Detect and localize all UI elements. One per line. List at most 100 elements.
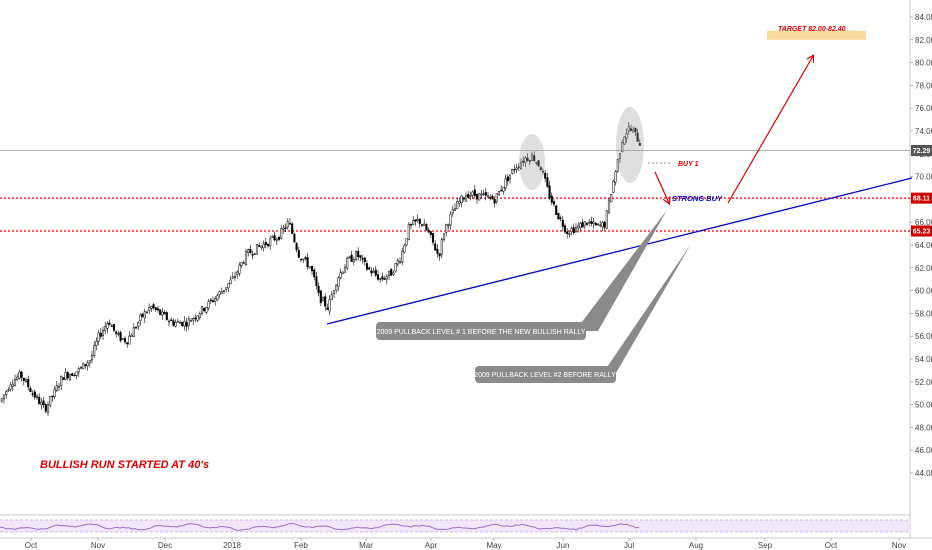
candle-body bbox=[616, 158, 619, 172]
y-tick-label: 84.00 bbox=[915, 13, 932, 22]
candle-body bbox=[324, 296, 327, 307]
candle-body bbox=[346, 257, 349, 269]
candle-body bbox=[475, 193, 479, 200]
candle-body bbox=[240, 262, 243, 266]
candle-body bbox=[132, 327, 135, 337]
candle-body bbox=[447, 224, 450, 227]
candle-body bbox=[357, 251, 360, 257]
candle-body bbox=[130, 334, 133, 337]
candle-body bbox=[20, 371, 23, 378]
candle-body bbox=[117, 333, 120, 335]
candle-body bbox=[264, 241, 267, 246]
candle-body bbox=[515, 167, 518, 170]
candle-body bbox=[398, 261, 402, 263]
candle-body bbox=[506, 176, 509, 182]
y-tick-label: 56.00 bbox=[915, 332, 932, 341]
candle-body bbox=[251, 254, 254, 256]
candle-body bbox=[412, 220, 415, 225]
candle-body bbox=[49, 396, 52, 406]
candle-body bbox=[500, 189, 503, 192]
candle-body bbox=[451, 209, 454, 214]
y-tick-label: 44.00 bbox=[915, 469, 932, 478]
candle-body bbox=[486, 195, 490, 198]
price-badges: 72.29 68.11 65.23 bbox=[911, 144, 932, 237]
candle-body bbox=[275, 238, 278, 241]
candle-body bbox=[394, 262, 397, 272]
candle-body bbox=[610, 193, 613, 203]
candle-body bbox=[150, 306, 153, 309]
candle-body bbox=[442, 233, 446, 240]
candle-body bbox=[460, 195, 463, 204]
candle-body bbox=[75, 371, 78, 376]
y-tick-label: 66.00 bbox=[915, 218, 932, 227]
candle-body bbox=[13, 379, 17, 386]
candle-body bbox=[335, 284, 338, 291]
candle-body bbox=[583, 221, 586, 227]
candle-body bbox=[374, 269, 377, 276]
candle-body bbox=[220, 291, 223, 294]
x-tick-label: Sep bbox=[758, 541, 773, 550]
candle-body bbox=[332, 290, 336, 295]
candle-body bbox=[143, 311, 146, 319]
candle-body bbox=[108, 322, 111, 325]
y-tick-label: 60.00 bbox=[915, 287, 932, 296]
candle-body bbox=[84, 364, 87, 366]
candle-body bbox=[308, 266, 311, 269]
candle-body bbox=[238, 264, 241, 274]
candle-body bbox=[339, 272, 342, 279]
x-tick-label: Dec bbox=[158, 541, 172, 550]
candle-body bbox=[638, 143, 641, 146]
candle-body bbox=[134, 327, 138, 329]
candle-body bbox=[60, 376, 63, 386]
y-tick-label: 70.00 bbox=[915, 173, 932, 182]
x-axis-ticks: Oct Nov Dec 2018 Feb Mar Apr May Jun Jul Aug Sep Oct… bbox=[25, 538, 906, 550]
candle-body bbox=[299, 258, 303, 261]
candle-body bbox=[385, 276, 388, 280]
x-tick-label: Oct bbox=[825, 541, 838, 550]
y-tick-label: 62.00 bbox=[915, 264, 932, 273]
candle-body bbox=[467, 194, 470, 198]
strong-buy-label: STRONG BUY bbox=[672, 194, 723, 203]
candle-body bbox=[66, 372, 69, 379]
candle-body bbox=[574, 227, 578, 232]
callout-pullback-1-text: 2009 PULLBACK LEVEL # 1 BEFORE THE NEW B… bbox=[377, 329, 586, 336]
candle-body bbox=[533, 155, 536, 161]
y-tick-label: 82.00 bbox=[915, 36, 932, 45]
candle-body bbox=[244, 251, 248, 265]
candle-body bbox=[95, 341, 98, 346]
candle-body bbox=[414, 219, 417, 222]
candle-body bbox=[73, 374, 76, 377]
candle-body bbox=[55, 385, 58, 391]
candle-body bbox=[71, 373, 74, 376]
candle-body bbox=[497, 191, 501, 196]
x-tick-label: May bbox=[486, 541, 501, 550]
candle-body bbox=[330, 294, 333, 300]
candle-body bbox=[381, 276, 384, 280]
candle-body bbox=[504, 178, 507, 189]
candle-body bbox=[458, 201, 461, 204]
x-tick-label: Feb bbox=[294, 541, 308, 550]
uptrend-line bbox=[326, 177, 913, 325]
candle-body bbox=[170, 319, 173, 321]
y-tick-label: 52.00 bbox=[915, 378, 932, 387]
candle-body bbox=[390, 268, 393, 276]
candle-body bbox=[464, 195, 468, 202]
candle-body bbox=[627, 126, 630, 132]
candle-body bbox=[38, 396, 41, 405]
candle-body bbox=[530, 154, 534, 161]
candle-body bbox=[167, 320, 171, 323]
candle-body bbox=[592, 221, 595, 224]
candle-body bbox=[425, 224, 428, 231]
candle-body bbox=[31, 393, 34, 395]
candle-body bbox=[159, 309, 162, 315]
candle-body bbox=[227, 283, 230, 289]
candle-body bbox=[110, 325, 113, 327]
candle-body bbox=[214, 298, 217, 302]
candle-body bbox=[623, 136, 626, 145]
candle-body bbox=[326, 307, 329, 310]
candle-body bbox=[57, 385, 61, 388]
y-tick-label: 50.00 bbox=[915, 401, 932, 410]
price-badge bbox=[911, 144, 932, 156]
highlight-ellipse-may bbox=[519, 134, 545, 190]
